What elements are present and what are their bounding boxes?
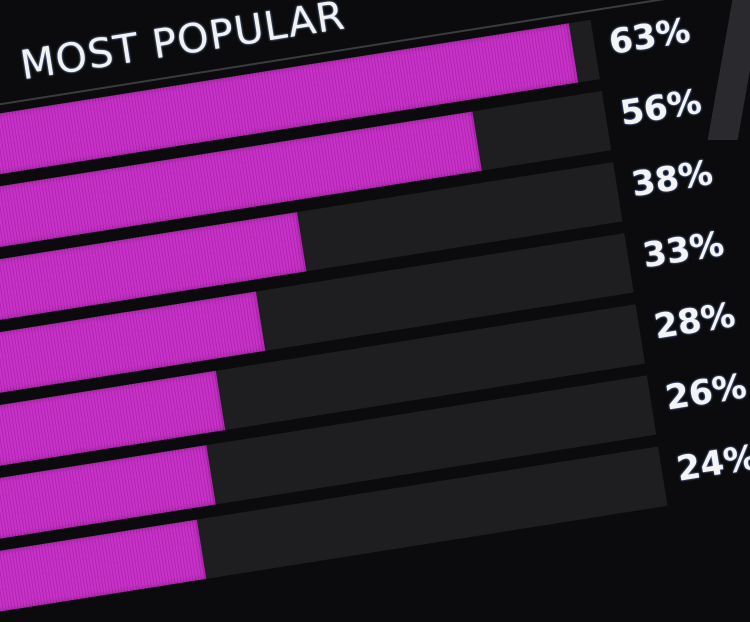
value-label: 38% (628, 152, 716, 206)
value-label: 24% (673, 437, 750, 490)
value-label: 33% (640, 224, 727, 277)
value-label: 63% (606, 10, 693, 63)
value-label: 56% (617, 81, 705, 135)
value-label: 28% (651, 295, 738, 348)
value-label: 26% (662, 366, 750, 419)
